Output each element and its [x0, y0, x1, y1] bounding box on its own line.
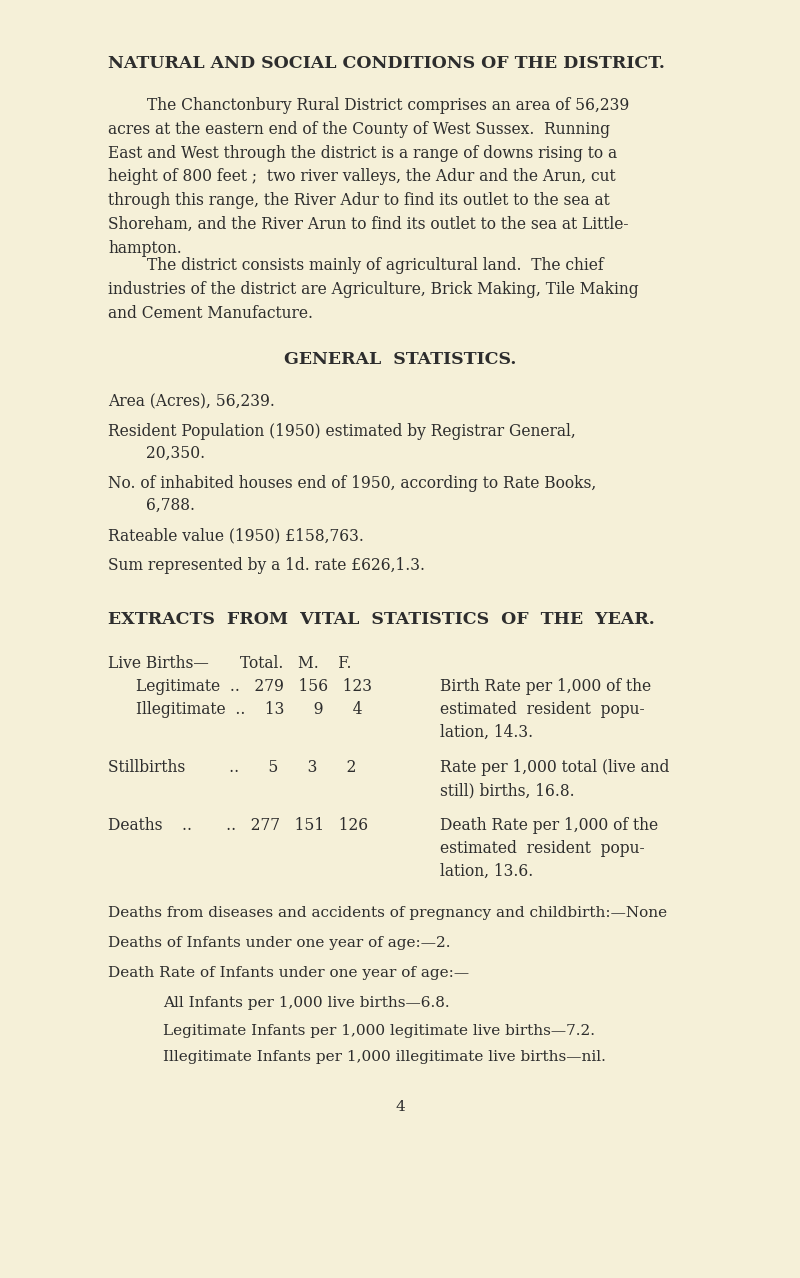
- Text: Death Rate per 1,000 of the: Death Rate per 1,000 of the: [440, 817, 658, 835]
- Text: Deaths from diseases and accidents of pregnancy and childbirth:—None: Deaths from diseases and accidents of pr…: [108, 906, 667, 920]
- Text: Legitimate  ..   279   156   123: Legitimate .. 279 156 123: [136, 679, 372, 695]
- Text: Rate per 1,000 total (live and: Rate per 1,000 total (live and: [440, 759, 670, 776]
- Text: Illegitimate  ..    13      9      4: Illegitimate .. 13 9 4: [136, 702, 362, 718]
- Text: Resident Population (1950) estimated by Registrar General,: Resident Population (1950) estimated by …: [108, 423, 576, 440]
- Text: estimated  resident  popu-: estimated resident popu-: [440, 702, 645, 718]
- Text: still) births, 16.8.: still) births, 16.8.: [440, 782, 574, 799]
- Text: Deaths    ..       ..   277   151   126: Deaths .. .. 277 151 126: [108, 817, 368, 835]
- Text: No. of inhabited houses end of 1950, according to Rate Books,: No. of inhabited houses end of 1950, acc…: [108, 475, 596, 492]
- Text: lation, 14.3.: lation, 14.3.: [440, 725, 533, 741]
- Text: lation, 13.6.: lation, 13.6.: [440, 863, 534, 881]
- Text: NATURAL AND SOCIAL CONDITIONS OF THE DISTRICT.: NATURAL AND SOCIAL CONDITIONS OF THE DIS…: [108, 55, 665, 72]
- Text: Birth Rate per 1,000 of the: Birth Rate per 1,000 of the: [440, 679, 651, 695]
- Text: Area (Acres), 56,239.: Area (Acres), 56,239.: [108, 394, 275, 410]
- Text: 20,350.: 20,350.: [146, 445, 205, 463]
- Text: The Chanctonbury Rural District comprises an area of 56,239
acres at the eastern: The Chanctonbury Rural District comprise…: [108, 97, 630, 257]
- Text: Rateable value (1950) £158,763.: Rateable value (1950) £158,763.: [108, 527, 364, 544]
- Text: Total.   M.    F.: Total. M. F.: [240, 656, 351, 672]
- Text: The district consists mainly of agricultural land.  The chief
industries of the : The district consists mainly of agricult…: [108, 257, 638, 322]
- Text: Live Births—: Live Births—: [108, 656, 209, 672]
- Text: 4: 4: [395, 1100, 405, 1114]
- Text: Deaths of Infants under one year of age:—2.: Deaths of Infants under one year of age:…: [108, 935, 450, 950]
- Text: GENERAL  STATISTICS.: GENERAL STATISTICS.: [284, 351, 516, 368]
- Text: Stillbirths         ..      5      3      2: Stillbirths .. 5 3 2: [108, 759, 356, 776]
- Text: estimated  resident  popu-: estimated resident popu-: [440, 840, 645, 858]
- Text: Legitimate Infants per 1,000 legitimate live births—7.2.: Legitimate Infants per 1,000 legitimate …: [163, 1024, 595, 1038]
- Text: All Infants per 1,000 live births—6.8.: All Infants per 1,000 live births—6.8.: [163, 996, 450, 1010]
- Text: Death Rate of Infants under one year of age:—: Death Rate of Infants under one year of …: [108, 966, 469, 980]
- Text: EXTRACTS  FROM  VITAL  STATISTICS  OF  THE  YEAR.: EXTRACTS FROM VITAL STATISTICS OF THE YE…: [108, 611, 654, 627]
- Text: Illegitimate Infants per 1,000 illegitimate live births—nil.: Illegitimate Infants per 1,000 illegitim…: [163, 1051, 606, 1065]
- Text: 6,788.: 6,788.: [146, 497, 195, 514]
- Text: Sum represented by a 1d. rate £626,1.3.: Sum represented by a 1d. rate £626,1.3.: [108, 557, 425, 574]
